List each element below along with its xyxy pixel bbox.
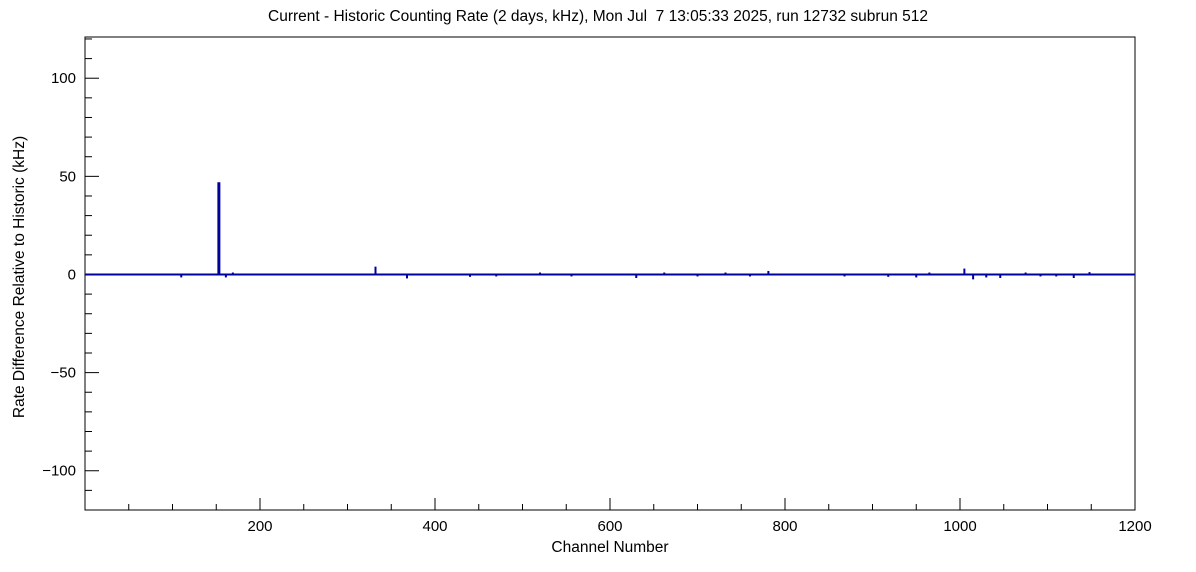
x-tick-label: 600 <box>597 518 622 535</box>
y-tick-label: −50 <box>51 365 76 382</box>
x-tick-label: 200 <box>247 518 272 535</box>
y-tick-label: 50 <box>59 168 76 185</box>
x-tick-label: 400 <box>422 518 447 535</box>
x-tick-label: 1000 <box>943 518 976 535</box>
y-tick-label: 100 <box>51 70 76 87</box>
chart-title: Current - Historic Counting Rate (2 days… <box>268 8 928 25</box>
x-axis-label: Channel Number <box>551 539 669 556</box>
y-tick-label: 0 <box>68 266 76 283</box>
x-tick-label: 1200 <box>1118 518 1151 535</box>
y-tick-label: −100 <box>42 463 76 480</box>
x-tick-label: 800 <box>772 518 797 535</box>
